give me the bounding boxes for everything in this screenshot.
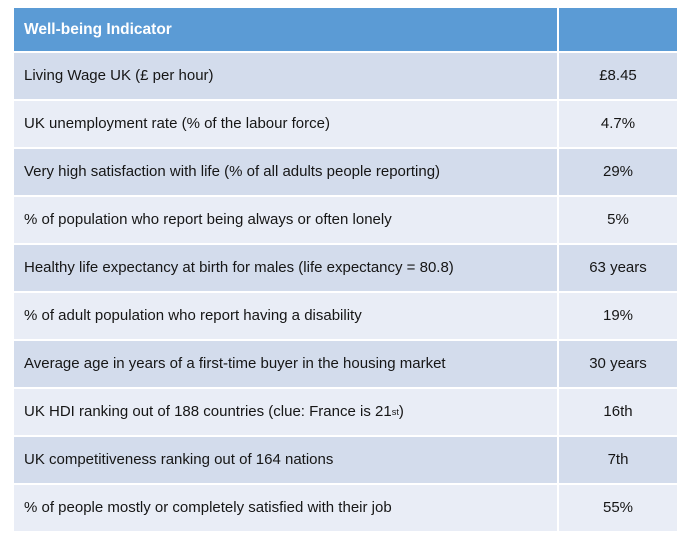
table-row: % of people mostly or completely satisfi… [14, 485, 677, 531]
indicator-cell: % of adult population who report having … [14, 293, 557, 339]
value-cell: 55% [559, 485, 677, 531]
indicator-cell: UK HDI ranking out of 188 countries (clu… [14, 389, 557, 435]
indicator-cell: % of population who report being always … [14, 197, 557, 243]
table-row: Living Wage UK (£ per hour) £8.45 [14, 53, 677, 99]
value-cell: 4.7% [559, 101, 677, 147]
table-row: Average age in years of a first-time buy… [14, 341, 677, 387]
table-row: Very high satisfaction with life (% of a… [14, 149, 677, 195]
indicator-text: UK HDI ranking out of 188 countries (clu… [24, 403, 392, 421]
value-cell: 19% [559, 293, 677, 339]
table-row: % of population who report being always … [14, 197, 677, 243]
indicator-cell: UK competitiveness ranking out of 164 na… [14, 437, 557, 483]
indicator-cell: % of people mostly or completely satisfi… [14, 485, 557, 531]
header-value-cell [559, 8, 677, 51]
table-row: UK competitiveness ranking out of 164 na… [14, 437, 677, 483]
table-row: Healthy life expectancy at birth for mal… [14, 245, 677, 291]
indicator-cell: Average age in years of a first-time buy… [14, 341, 557, 387]
value-cell: £8.45 [559, 53, 677, 99]
value-cell: 30 years [559, 341, 677, 387]
indicator-cell: Healthy life expectancy at birth for mal… [14, 245, 557, 291]
table-row: UK HDI ranking out of 188 countries (clu… [14, 389, 677, 435]
table-row: % of adult population who report having … [14, 293, 677, 339]
indicator-cell: Very high satisfaction with life (% of a… [14, 149, 557, 195]
indicator-cell: Living Wage UK (£ per hour) [14, 53, 557, 99]
value-cell: 7th [559, 437, 677, 483]
value-cell: 16th [559, 389, 677, 435]
wellbeing-indicator-table: Well-being Indicator Living Wage UK (£ p… [14, 8, 677, 531]
value-cell: 29% [559, 149, 677, 195]
indicator-cell: UK unemployment rate (% of the labour fo… [14, 101, 557, 147]
table-row: UK unemployment rate (% of the labour fo… [14, 101, 677, 147]
indicator-text-suffix: ) [398, 403, 404, 421]
value-cell: 5% [559, 197, 677, 243]
value-cell: 63 years [559, 245, 677, 291]
table-header-row: Well-being Indicator [14, 8, 677, 51]
header-indicator-cell: Well-being Indicator [14, 8, 557, 51]
